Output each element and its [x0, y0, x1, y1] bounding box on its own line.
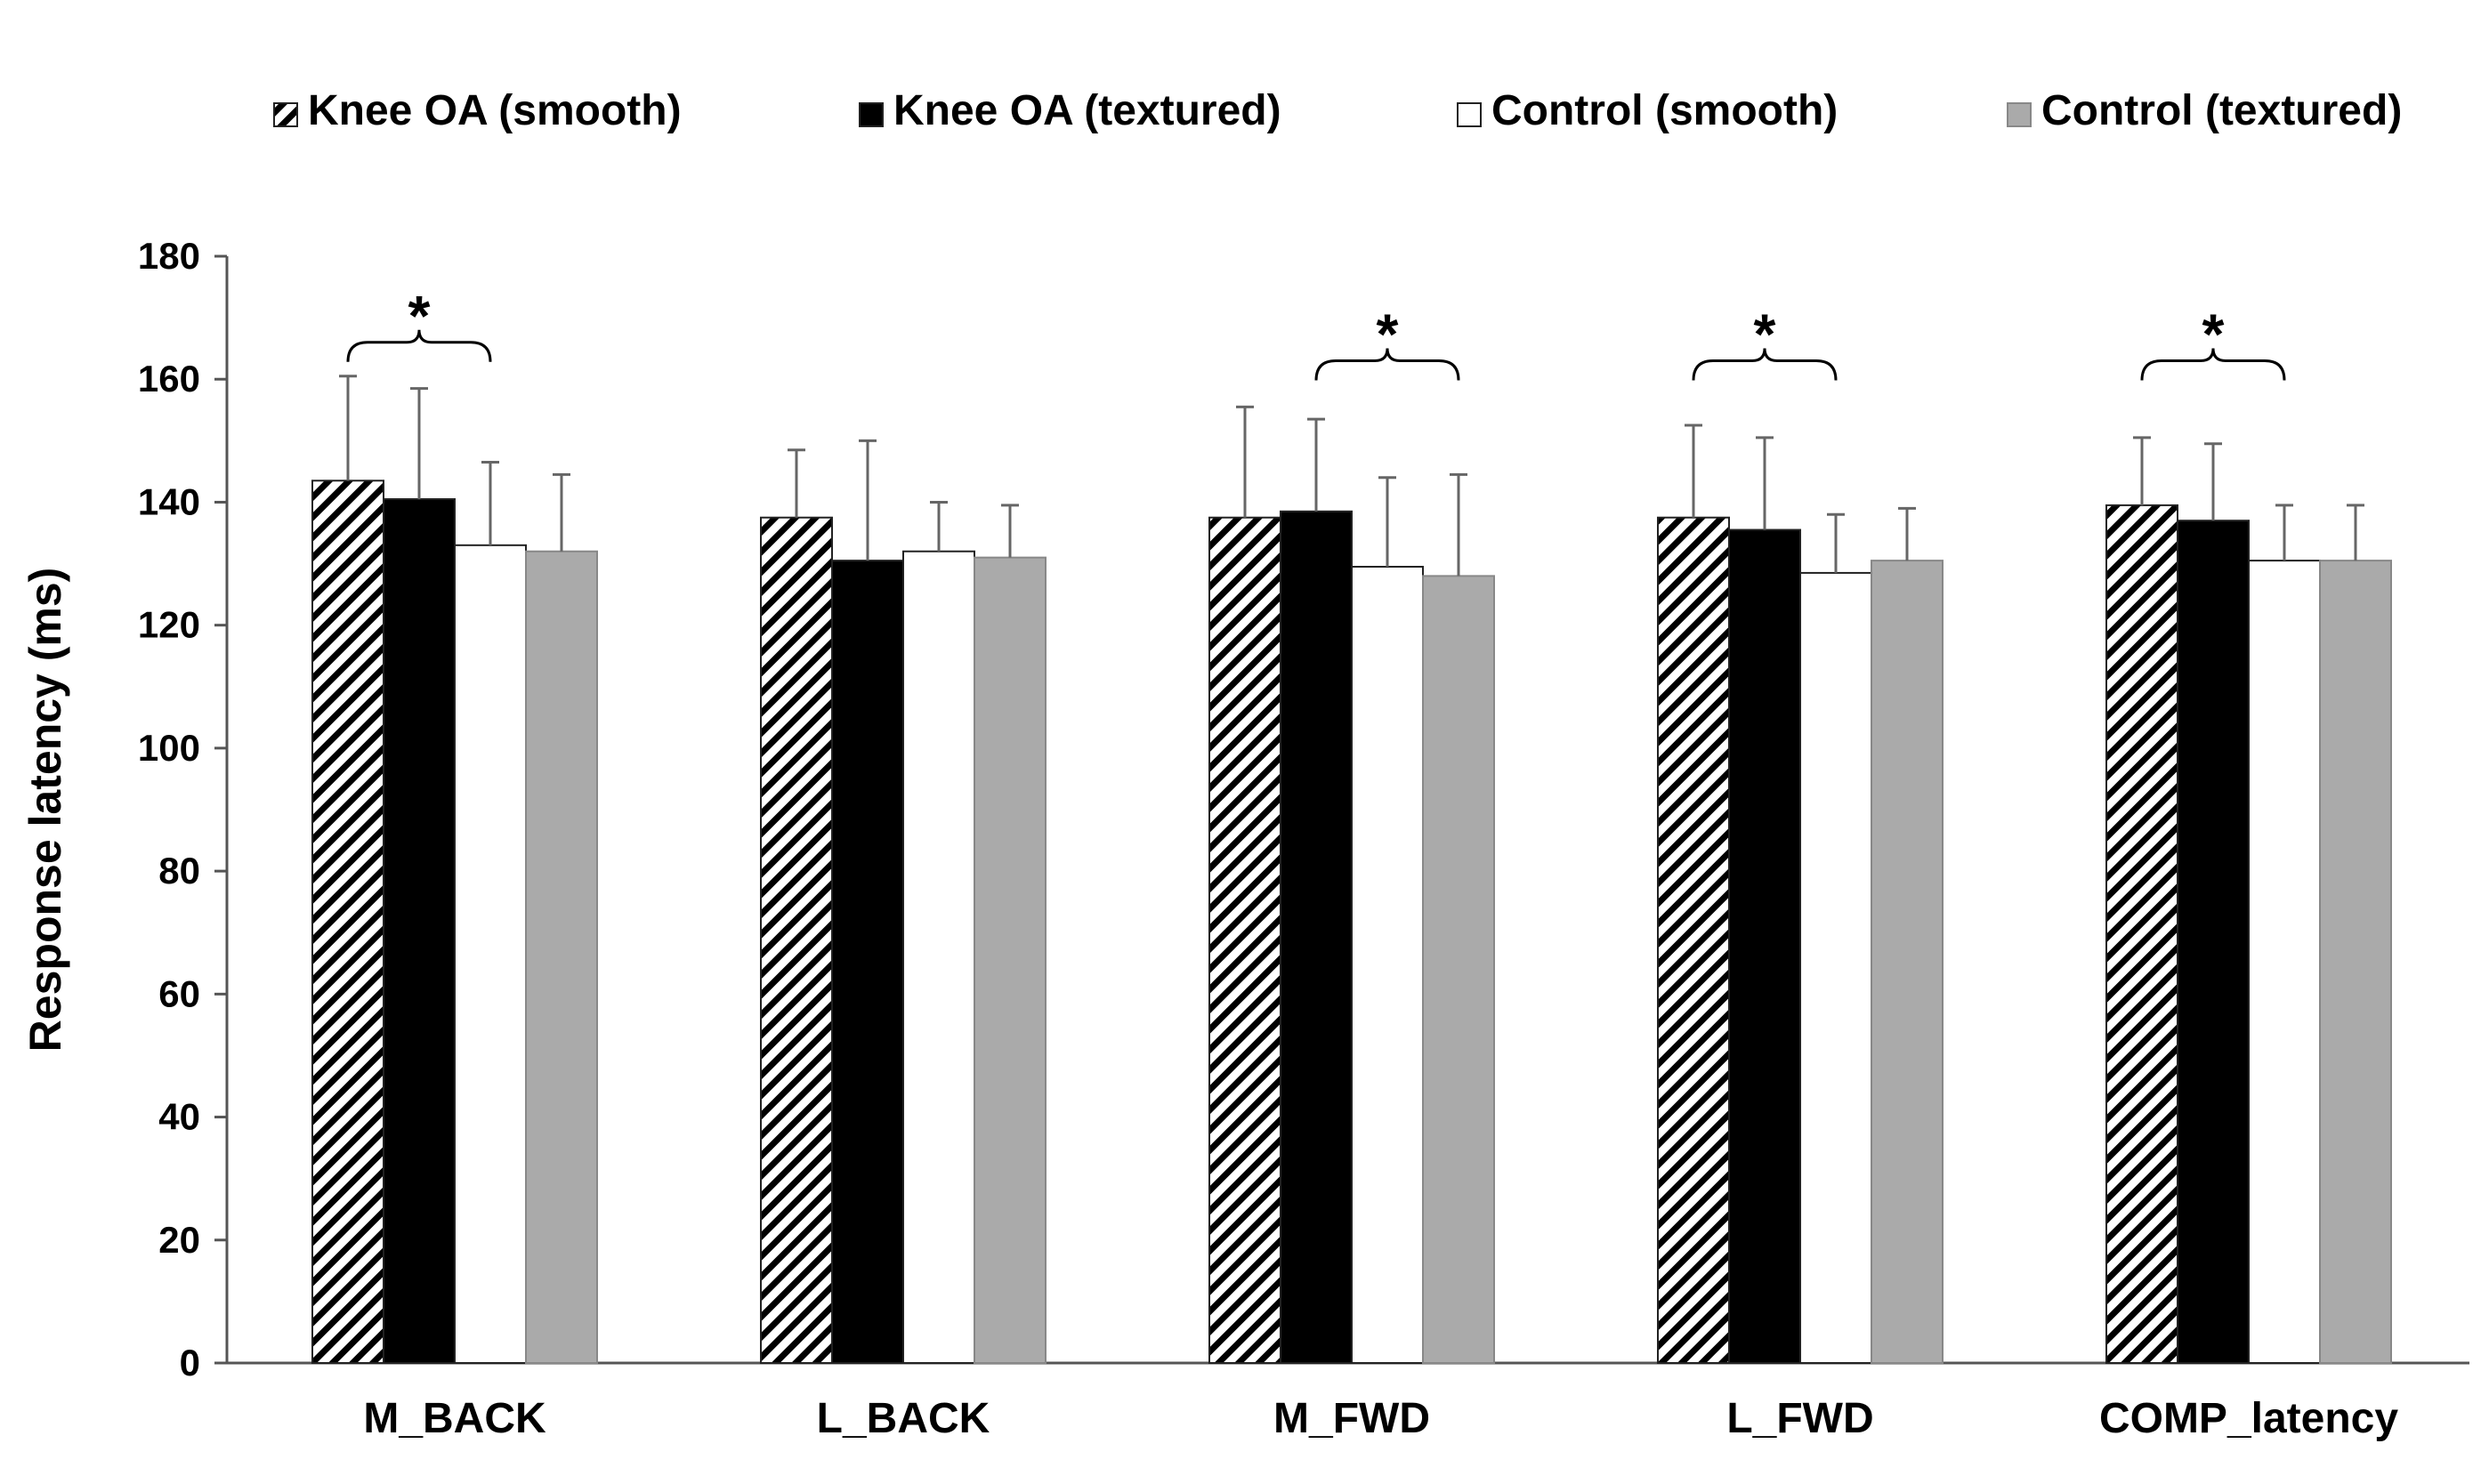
bar — [2248, 560, 2321, 1364]
significance-bracket — [2140, 348, 2286, 381]
legend-label: Control (textured) — [2041, 87, 2402, 134]
bar — [454, 544, 527, 1364]
legend-swatch — [2007, 102, 2032, 127]
y-tick-label: 180 — [138, 235, 200, 277]
y-tick-label: 100 — [138, 727, 200, 769]
legend-label: Knee OA (textured) — [893, 87, 1281, 134]
y-tick-label: 160 — [138, 358, 200, 399]
significance-star: * — [1754, 302, 1776, 366]
significance-bracket — [1314, 348, 1460, 381]
legend-label: Knee OA (smooth) — [308, 87, 682, 134]
bar — [311, 480, 384, 1364]
legend-label: Control (smooth) — [1491, 87, 1838, 134]
significance-star: * — [1377, 302, 1399, 366]
bar — [1657, 516, 1730, 1364]
y-tick-label: 120 — [138, 604, 200, 646]
bar — [1208, 516, 1281, 1364]
bar — [974, 556, 1047, 1364]
bar — [2177, 520, 2250, 1364]
x-tick-label: L_FWD — [1726, 1395, 1873, 1442]
significance-bracket — [346, 329, 492, 362]
y-tick-label: 60 — [158, 972, 200, 1014]
legend-swatch — [273, 102, 298, 127]
significance-annotations: * * * * — [346, 284, 2286, 381]
bar — [2319, 560, 2392, 1364]
bar — [2105, 504, 2178, 1364]
x-tick-label: M_BACK — [363, 1395, 546, 1442]
significance-bracket — [1692, 348, 1838, 381]
legend-swatch — [859, 102, 884, 127]
bar — [1871, 560, 1944, 1364]
y-tick-label: 40 — [158, 1096, 200, 1138]
legend-swatch — [1457, 102, 1482, 127]
y-tick-label: 80 — [158, 850, 200, 891]
y-tick-label: 140 — [138, 480, 200, 522]
bar — [831, 560, 904, 1364]
x-tick-label: L_BACK — [817, 1395, 990, 1442]
significance-star: * — [2202, 302, 2225, 366]
y-tick-label: 0 — [180, 1342, 200, 1383]
axes: 0 20 40 60 80 100 120 140 160 180 Response latency… — [20, 235, 2469, 1442]
bar — [1799, 571, 1872, 1364]
bar — [1351, 566, 1424, 1364]
y-axis-title: Response latency (ms) — [20, 568, 70, 1053]
bars — [311, 375, 2392, 1364]
bar — [760, 516, 833, 1364]
bar — [525, 550, 598, 1364]
bar — [902, 550, 975, 1364]
bar — [1422, 575, 1495, 1364]
bar — [383, 497, 456, 1364]
x-tick-label: COMP_latency — [2099, 1395, 2398, 1442]
bar — [1728, 528, 1801, 1364]
bar — [1280, 510, 1353, 1364]
legend: Knee OA (smooth) Knee OA (textured) Contro… — [273, 87, 2402, 134]
significance-star: * — [408, 284, 431, 348]
y-tick-label: 20 — [158, 1219, 200, 1261]
x-tick-label: M_FWD — [1273, 1395, 1430, 1442]
